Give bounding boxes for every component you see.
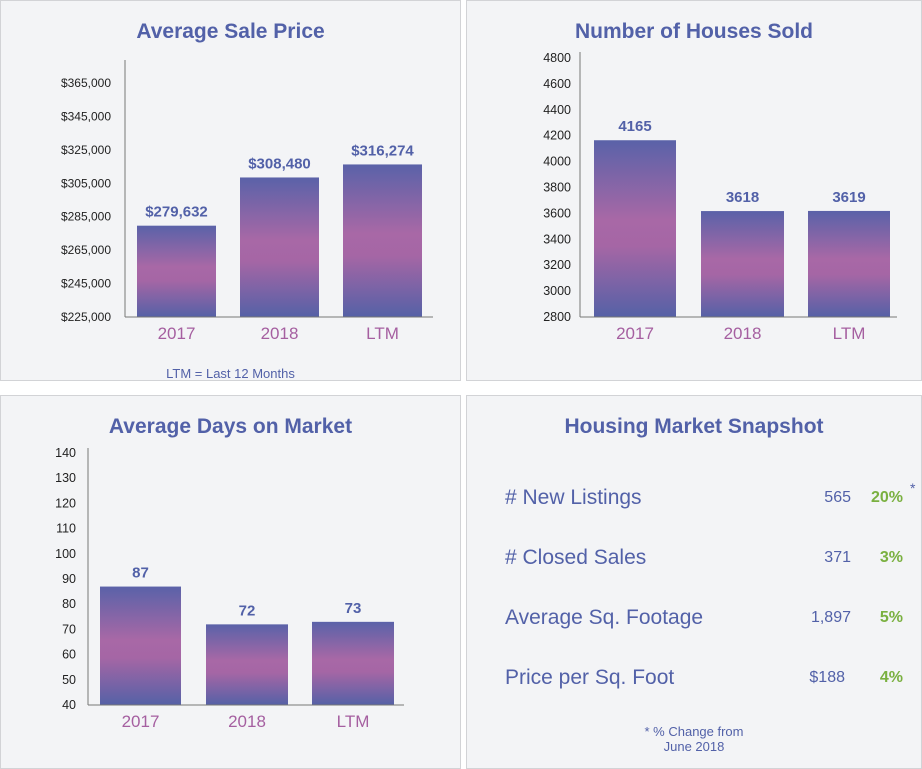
- panel-market-snapshot: Housing Market Snapshot # New Listings 5…: [466, 395, 922, 769]
- data-label: $308,480: [248, 155, 311, 172]
- chart-footnote: LTM = Last 12 Months: [166, 366, 295, 381]
- x-tick-label: 2018: [724, 324, 762, 343]
- footnote-line-2: June 2018: [663, 739, 725, 754]
- footnote-line-1: * % Change from: [644, 724, 744, 739]
- y-tick-label: $265,000: [61, 243, 111, 257]
- row-change: 5%: [879, 609, 903, 626]
- x-tick-label: 2017: [158, 324, 196, 343]
- y-tick-label: 4600: [543, 77, 571, 91]
- snapshot-row-price-per-sq-foot: Price per Sq. Foot $188 4%: [505, 666, 903, 696]
- y-tick-label: 4800: [543, 51, 571, 65]
- y-tick-label: 60: [62, 648, 76, 662]
- y-tick-label: 100: [55, 547, 76, 561]
- y-tick-label: 3400: [543, 232, 571, 246]
- bar-2018: [206, 624, 288, 705]
- row-change: 20%: [870, 489, 903, 506]
- y-tick-label: 130: [55, 471, 76, 485]
- row-label: Price per Sq. Foot: [505, 666, 675, 689]
- data-label: 72: [239, 602, 256, 619]
- x-tick-label: 2017: [616, 324, 654, 343]
- y-tick-label: 50: [62, 673, 76, 687]
- y-tick-label: $285,000: [61, 210, 111, 224]
- panel-days-on-market: Average Days on Market: [0, 395, 461, 769]
- snapshot-footnote: * % Change from June 2018: [467, 724, 921, 754]
- snapshot-title: Housing Market Snapshot: [564, 415, 824, 438]
- bar-ltm: [808, 210, 890, 317]
- y-tick-label: 90: [62, 572, 76, 586]
- data-label: 73: [345, 600, 362, 617]
- y-tick-label: 140: [55, 446, 76, 460]
- asterisk: *: [910, 480, 916, 496]
- x-tick-label: 2018: [228, 712, 266, 731]
- y-tick-label: $245,000: [61, 277, 111, 291]
- x-tick-label: LTM: [337, 712, 370, 731]
- data-label: $316,274: [351, 142, 414, 159]
- y-tick-label: $225,000: [61, 310, 111, 324]
- y-tick-label: $305,000: [61, 176, 111, 190]
- snapshot-row-closed-sales: # Closed Sales 371 3%: [505, 546, 903, 576]
- y-tick-label: $325,000: [61, 143, 111, 157]
- row-label: Average Sq. Footage: [505, 606, 704, 629]
- bar-ltm: [343, 164, 422, 317]
- y-tick-label: 80: [62, 597, 76, 611]
- y-tick-label: 4000: [543, 155, 571, 169]
- y-tick-label: 120: [55, 496, 76, 510]
- y-tick-label: 3800: [543, 181, 571, 195]
- y-tick-label: $365,000: [61, 76, 111, 90]
- data-label: 87: [132, 565, 149, 582]
- row-label: # Closed Sales: [505, 546, 647, 569]
- chart-title: Average Sale Price: [136, 20, 325, 43]
- row-change: 4%: [879, 669, 903, 686]
- row-value: 1,897: [810, 609, 851, 626]
- y-tick-label: 3200: [543, 258, 571, 272]
- snapshot-row-new-listings: # New Listings 565 20%: [505, 486, 903, 516]
- x-tick-label: 2017: [122, 712, 160, 731]
- x-tick-label: LTM: [366, 324, 399, 343]
- row-value: 371: [824, 549, 851, 566]
- row-value: 565: [824, 489, 851, 506]
- bar-2017: [100, 586, 181, 705]
- data-label: $279,632: [145, 204, 208, 221]
- y-tick-label: 4200: [543, 129, 571, 143]
- snapshot-row-avg-sq-footage: Average Sq. Footage 1,897 5%: [505, 606, 903, 636]
- bar-ltm: [312, 621, 394, 705]
- y-tick-label: 40: [62, 698, 76, 712]
- chart-title: Number of Houses Sold: [574, 20, 814, 43]
- x-tick-label: LTM: [833, 324, 866, 343]
- data-label: 3619: [832, 189, 865, 206]
- bar-2018: [240, 177, 319, 317]
- data-label: 3618: [726, 189, 759, 206]
- y-tick-label: $345,000: [61, 109, 111, 123]
- data-label: 4165: [618, 118, 651, 135]
- y-tick-label: 4400: [543, 103, 571, 117]
- bar-2017: [594, 140, 676, 317]
- bar-2018: [701, 211, 784, 317]
- y-tick-label: 3600: [543, 206, 571, 220]
- chart-title: Average Days on Market: [108, 415, 353, 438]
- y-tick-label: 70: [62, 622, 76, 636]
- row-value: $188: [809, 669, 845, 686]
- y-tick-label: 2800: [543, 310, 571, 324]
- x-tick-label: 2018: [261, 324, 299, 343]
- row-change: 3%: [879, 549, 903, 566]
- bar-2017: [137, 225, 216, 317]
- y-tick-label: 3000: [543, 284, 571, 298]
- y-tick-label: 110: [56, 522, 76, 536]
- row-label: # New Listings: [505, 486, 642, 509]
